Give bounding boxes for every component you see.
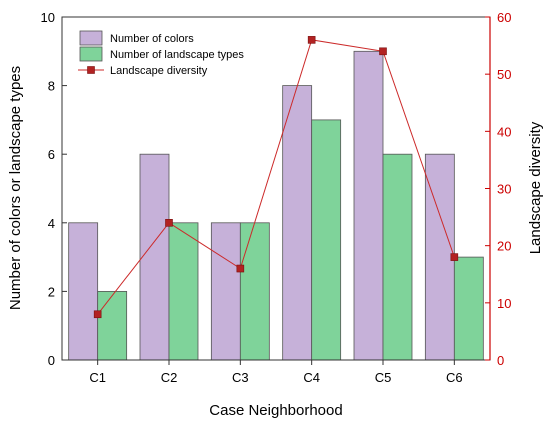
x-tick-label-c2: C2 bbox=[161, 370, 178, 385]
y-tick-label-0: 0 bbox=[48, 353, 55, 368]
x-tick-label-c6: C6 bbox=[446, 370, 463, 385]
legend-swatch-colors bbox=[79, 30, 103, 46]
x-tick-label-c5: C5 bbox=[375, 370, 392, 385]
bar-number-of-colors-c1 bbox=[68, 222, 99, 361]
bar-number-of-landscape-types-c6 bbox=[453, 256, 484, 361]
y2-tick-label-60: 60 bbox=[497, 10, 511, 25]
y-tick-label-8: 8 bbox=[48, 79, 55, 94]
y2-tick-label-10: 10 bbox=[497, 296, 511, 311]
y2-tick-label-0: 0 bbox=[497, 353, 504, 368]
marker-landscape-diversity-c3 bbox=[236, 264, 245, 273]
marker-landscape-diversity-c2 bbox=[165, 219, 173, 227]
y-axis-title: Number of colors or landscape types bbox=[7, 66, 24, 310]
marker-landscape-diversity-c5 bbox=[379, 47, 387, 56]
marker-landscape-diversity-c1 bbox=[93, 310, 102, 319]
x-tick-label-c4: C4 bbox=[303, 370, 320, 385]
line-layer bbox=[93, 36, 459, 319]
y2-axis-title: Landscape diversity bbox=[527, 121, 544, 254]
x-tick-label-c3: C3 bbox=[232, 370, 249, 385]
bar-number-of-colors-c2 bbox=[139, 153, 170, 361]
legend-label-landscape-types: Number of landscape types bbox=[110, 49, 244, 61]
line-landscape-diversity bbox=[97, 39, 455, 315]
y-tick-label-6: 6 bbox=[48, 147, 55, 162]
bar-number-of-colors-c5 bbox=[353, 50, 384, 361]
bar-number-of-landscape-types-c2 bbox=[168, 222, 199, 361]
x-axis-title: Case Neighborhood bbox=[209, 402, 342, 419]
y2-tick-label-40: 40 bbox=[497, 124, 511, 139]
bar-number-of-colors-c3 bbox=[210, 222, 241, 361]
axes-layer: 0 2 4 6 8 10 0 10 20 30 40 50 60 C1 C2 C3 C4 C5 C6 bbox=[41, 10, 512, 385]
y-tick-label-10: 10 bbox=[41, 10, 55, 25]
bar-number-of-landscape-types-c4 bbox=[311, 119, 342, 361]
legend: Number of colors Number of landscape typ… bbox=[78, 30, 244, 77]
bar-number-of-colors-c4 bbox=[282, 85, 313, 361]
bar-number-of-landscape-types-c1 bbox=[97, 290, 128, 361]
y2-tick-label-30: 30 bbox=[497, 182, 511, 197]
legend-label-diversity: Landscape diversity bbox=[110, 65, 208, 77]
bars-layer bbox=[68, 50, 484, 361]
x-tick-label-c1: C1 bbox=[89, 370, 106, 385]
y2-tick-label-50: 50 bbox=[497, 67, 511, 82]
marker-landscape-diversity-c4 bbox=[307, 36, 316, 44]
bar-number-of-landscape-types-c3 bbox=[239, 222, 270, 361]
y-tick-label-4: 4 bbox=[48, 216, 55, 231]
legend-marker-diversity bbox=[87, 66, 95, 74]
legend-swatch-landscape-types bbox=[79, 46, 103, 62]
marker-landscape-diversity-c6 bbox=[450, 253, 459, 261]
y2-tick-label-20: 20 bbox=[497, 239, 511, 254]
y-tick-label-2: 2 bbox=[48, 284, 55, 299]
legend-label-colors: Number of colors bbox=[110, 33, 194, 45]
bar-number-of-landscape-types-c5 bbox=[382, 153, 413, 361]
